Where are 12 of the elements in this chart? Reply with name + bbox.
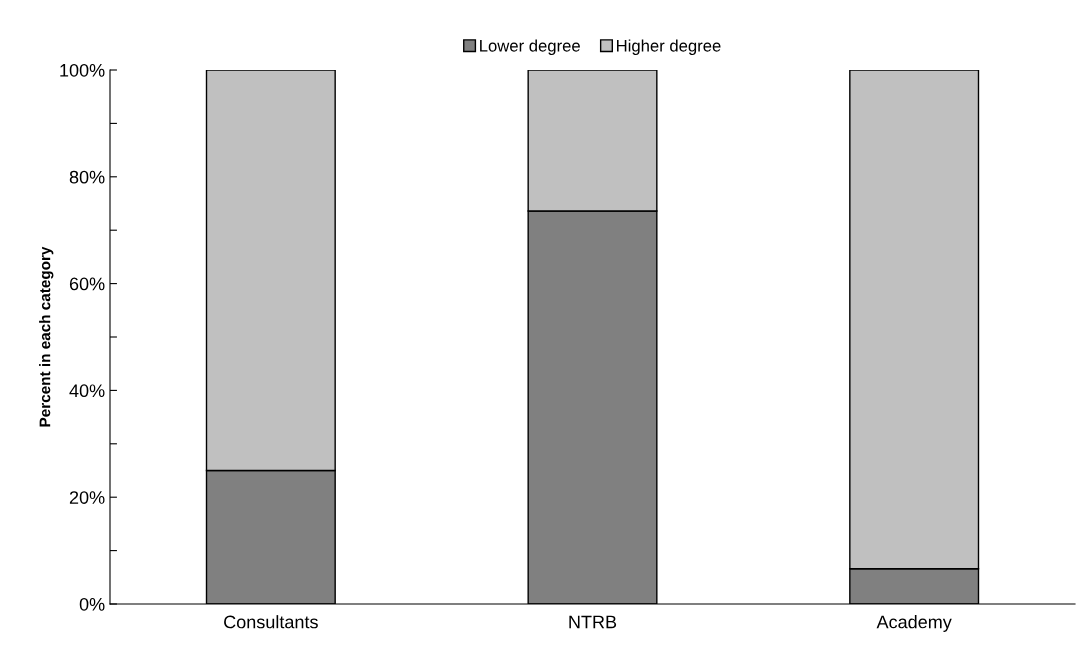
y-tick-label: 100% — [60, 63, 105, 77]
legend-label: Lower degree — [480, 39, 580, 55]
legend-label: Higher degree — [617, 39, 721, 55]
x-tick-label: NTRB — [569, 615, 617, 629]
y-tick-label: 40% — [69, 384, 105, 398]
y-tick-label: 80% — [69, 170, 105, 184]
y-tick-label: 60% — [69, 277, 105, 291]
y-tick-label: 20% — [69, 491, 105, 504]
x-tick-label: Consultants — [224, 615, 318, 629]
y-axis-title: Percent in each category — [39, 246, 54, 427]
x-tick-label: Academy — [876, 615, 952, 632]
y-tick-label: 0% — [79, 597, 105, 611]
